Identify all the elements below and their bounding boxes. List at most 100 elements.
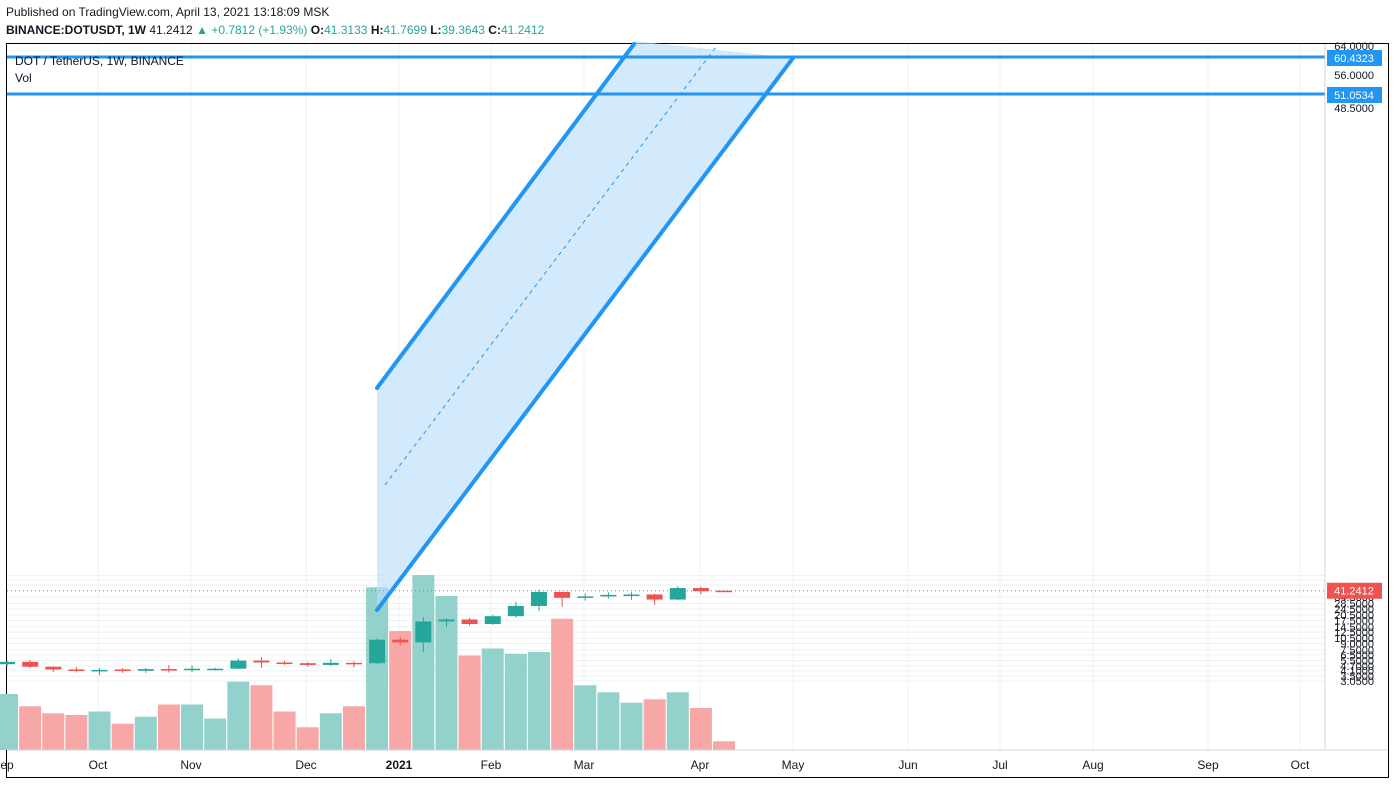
- candle-down: [22, 661, 39, 667]
- channel-lower-line[interactable]: [375, 56, 795, 612]
- y-tick-label: 24.5000: [1334, 604, 1374, 616]
- low-label: L:: [430, 23, 442, 37]
- candle-down: [716, 590, 733, 593]
- y-tick-label: 7.5000: [1340, 645, 1374, 657]
- high-value: 41.7699: [383, 23, 427, 37]
- volume-bar: [689, 708, 712, 750]
- x-tick-label: Oct: [1291, 758, 1310, 772]
- close-label: C:: [488, 23, 501, 37]
- volume-bar: [551, 618, 574, 750]
- candle-down: [45, 666, 62, 670]
- candle-down: [646, 594, 663, 600]
- candle-up: [577, 596, 594, 598]
- candle-up: [230, 660, 247, 669]
- candle-down: [276, 662, 293, 665]
- volume-bar: [597, 692, 620, 750]
- volume-legend: Vol: [15, 71, 32, 85]
- x-tick-label: Apr: [691, 758, 710, 772]
- x-tick-label: Feb: [481, 758, 502, 772]
- volume-bar: [0, 694, 18, 750]
- candle-up: [369, 639, 386, 664]
- candle-down: [160, 669, 177, 671]
- ohlc-header: BINANCE:DOTUSDT, 1W 41.2412 ▲ +0.7812 (+…: [6, 23, 544, 37]
- y-tick-label: 48.5000: [1334, 103, 1374, 115]
- volume-bar: [481, 648, 504, 750]
- x-tick-label: Jul: [992, 758, 1007, 772]
- volume-bar: [458, 655, 481, 750]
- channel-midline: [384, 46, 717, 486]
- volume-bar: [366, 587, 389, 750]
- candle-down: [554, 591, 571, 598]
- candle-down: [114, 669, 131, 672]
- volume-bar: [342, 706, 365, 750]
- last-price-label-box: [1327, 582, 1382, 599]
- channel-upper-line[interactable]: [375, 42, 636, 390]
- volume-bar: [666, 692, 689, 750]
- level-low-price-label: 51.0534: [1334, 90, 1374, 102]
- volume-bar: [435, 596, 458, 750]
- x-tick-label: Aug: [1082, 758, 1103, 772]
- change-up-icon: ▲: [196, 23, 208, 37]
- close-value: 41.2412: [500, 23, 545, 37]
- x-tick-label: Dec: [295, 758, 316, 772]
- candle-down: [392, 639, 409, 643]
- volume-bar: [319, 713, 342, 750]
- candle-down: [692, 588, 709, 592]
- y-tick-label: 56.0000: [1334, 70, 1374, 82]
- y-tick-label: 3.5000: [1340, 671, 1374, 683]
- candle-up: [322, 662, 339, 665]
- last-price-label: 41.2412: [1334, 586, 1374, 598]
- x-tick-label: May: [782, 758, 805, 772]
- channel-fill: [377, 41, 793, 610]
- x-tick-label: ep: [0, 758, 14, 772]
- high-label: H:: [370, 23, 384, 37]
- y-tick-label: 12.5000: [1334, 627, 1374, 639]
- candle-up: [207, 668, 224, 671]
- volume-bar: [643, 699, 666, 750]
- published-note: Published on TradingView.com, April 13, …: [6, 5, 330, 19]
- last-price-header: 41.2412: [149, 23, 193, 37]
- volume-bar: [157, 704, 180, 750]
- volume-bar: [65, 715, 88, 750]
- volume-bar: [504, 653, 527, 750]
- volume-bar: [19, 706, 42, 750]
- candle-up: [507, 605, 524, 617]
- y-tick-label: 14.5000: [1334, 622, 1374, 634]
- volume-bar: [412, 575, 435, 750]
- volume-bar: [389, 631, 412, 750]
- candle-up: [0, 661, 15, 665]
- y-tick-label: 5.5000: [1340, 656, 1374, 668]
- x-tick-label: 2021: [386, 758, 413, 772]
- candle-up: [623, 594, 640, 597]
- candle-up: [669, 588, 686, 600]
- candle-up: [137, 669, 154, 671]
- volume-bar: [134, 716, 157, 750]
- level-high-price-label: 60.4323: [1334, 53, 1374, 65]
- volume-bar: [227, 681, 250, 750]
- x-tick-label: Sep: [1197, 758, 1219, 772]
- candle-down: [345, 662, 362, 665]
- volume-bar: [204, 718, 227, 750]
- open-value: 41.3133: [324, 23, 368, 37]
- chart-legend-title: DOT / TetherUS, 1W, BINANCE: [15, 54, 184, 68]
- volume-bar: [42, 713, 65, 750]
- chart-frame[interactable]: [6, 43, 1389, 778]
- change-value: +0.7812 (+1.93%): [211, 23, 308, 37]
- y-tick-label: 4.1000: [1340, 666, 1374, 678]
- y-tick-label: 20.5000: [1334, 610, 1374, 622]
- volume-bar: [574, 685, 597, 750]
- y-tick-label: 9.0000: [1340, 639, 1374, 651]
- volume-bar: [620, 702, 643, 750]
- y-tick-label: 17.5000: [1334, 615, 1374, 627]
- volume-bar: [296, 727, 319, 750]
- level-high-price-label-box: [1327, 50, 1382, 66]
- candle-down: [68, 669, 85, 672]
- volume-bar: [250, 685, 273, 750]
- volume-bar: [111, 723, 134, 750]
- x-tick-label: Jun: [898, 758, 917, 772]
- volume-bar: [273, 711, 296, 750]
- volume-bar: [527, 652, 550, 750]
- candle-up: [484, 616, 501, 624]
- candle-up: [438, 619, 455, 622]
